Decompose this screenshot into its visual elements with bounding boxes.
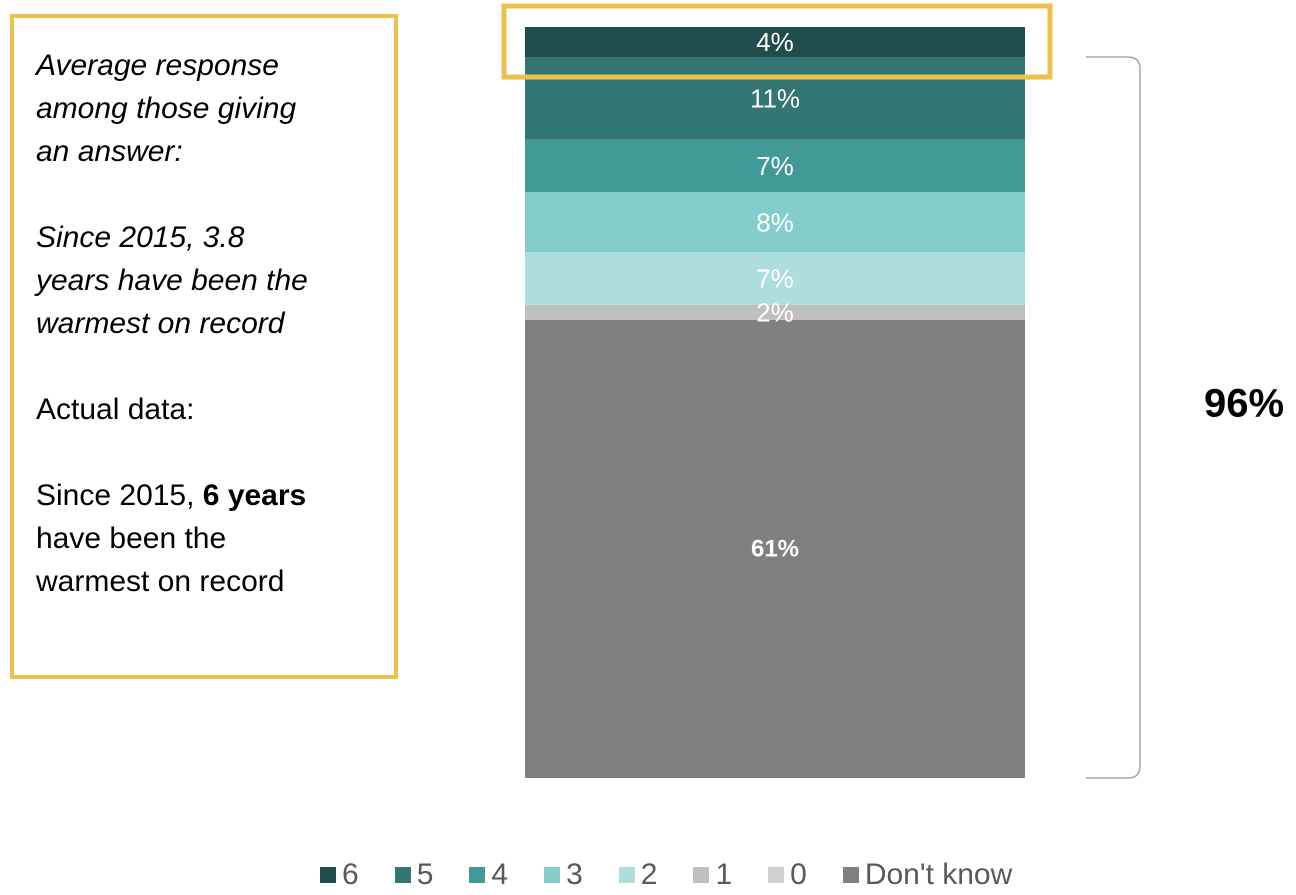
bar-segment-3 <box>525 192 1025 253</box>
legend-item: 6 <box>320 858 359 892</box>
bar-segment-5 <box>525 57 1025 140</box>
legend-label: 4 <box>491 858 509 891</box>
data-label: 7% <box>756 264 794 294</box>
legend-label: 2 <box>640 858 658 891</box>
legend-swatch <box>768 867 785 883</box>
legend-item: 4 <box>469 858 508 892</box>
legend-swatch <box>544 867 561 883</box>
legend-item: 5 <box>394 858 434 892</box>
legend-label: Don't know <box>864 858 1013 891</box>
legend-item: 0 <box>768 858 807 892</box>
legend-item: 1 <box>693 858 732 892</box>
legend-swatch <box>693 867 710 883</box>
highlight-box <box>501 3 1053 80</box>
legend-swatch <box>394 867 411 883</box>
legend-swatch <box>469 867 486 883</box>
legend-swatch <box>842 867 859 883</box>
legend-swatch <box>320 867 336 883</box>
note-text: Since 2015, <box>36 479 203 512</box>
note-line: an answer: <box>36 135 183 168</box>
data-label: 11% <box>750 83 800 113</box>
note-line: Average response <box>36 49 279 82</box>
legend-label: 0 <box>790 858 807 891</box>
average-response-note: Average response among those giving an a… <box>10 14 398 679</box>
legend-item: Don't know <box>842 858 1013 892</box>
data-label: 2% <box>756 297 794 327</box>
bar-segment-6 <box>525 27 1025 58</box>
bracket-total-label: 96% <box>1204 382 1284 426</box>
data-label: 4% <box>756 27 794 57</box>
bracket <box>1086 56 1141 779</box>
note-line: Since 2015, 3.8 <box>36 221 245 254</box>
legend-label: 1 <box>715 858 733 891</box>
data-label: 61% <box>751 535 799 562</box>
data-label: 8% <box>756 207 794 237</box>
legend-item: 2 <box>618 858 658 892</box>
note-line: Actual data: <box>36 393 195 426</box>
note-line: have been the <box>36 522 227 555</box>
legend-item: 3 <box>544 858 583 892</box>
note-line: years have been the <box>36 264 308 297</box>
note-line: among those giving <box>36 92 297 125</box>
legend-label: 5 <box>416 858 434 891</box>
bar-segment-2 <box>525 252 1025 305</box>
bar-segment-1 <box>525 304 1025 320</box>
note-line-actual: Since 2015, 6 years <box>36 474 378 517</box>
note-bold-text: 6 years <box>202 479 307 512</box>
note-line: warmest on record <box>36 307 285 340</box>
legend-label: 3 <box>566 858 583 891</box>
legend-swatch <box>618 867 635 883</box>
chart-legend: 6 5 4 3 2 1 0 Don't know <box>320 858 1012 892</box>
bar-segment-don-t-know <box>525 319 1025 778</box>
bar-segment-4 <box>525 139 1025 193</box>
legend-label: 6 <box>342 858 359 891</box>
note-line: warmest on record <box>36 565 285 598</box>
data-label: 7% <box>756 151 794 181</box>
